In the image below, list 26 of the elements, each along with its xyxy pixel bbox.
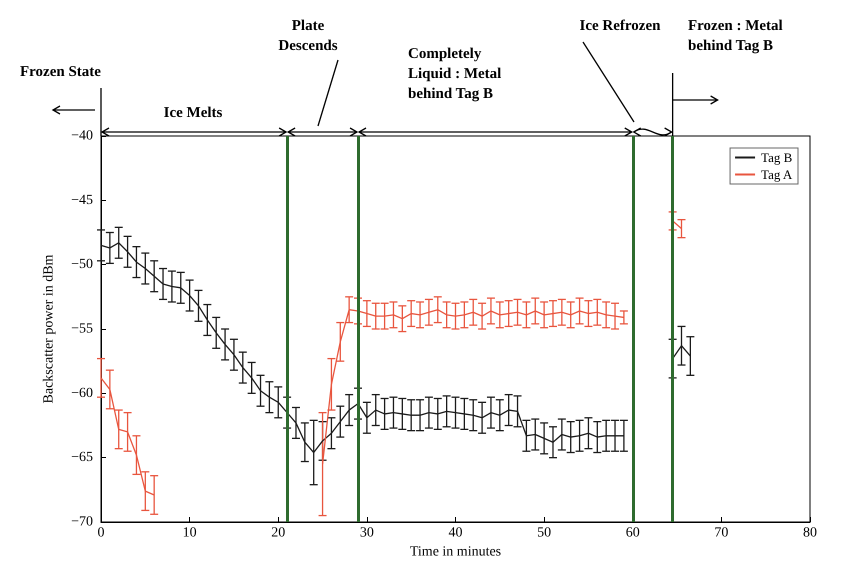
- text: Ice Melts: [164, 105, 223, 121]
- text: Plate Descends: [278, 18, 338, 54]
- y-axis-title: Backscatter power in dBm: [42, 254, 56, 404]
- text: Frozen State: [20, 64, 102, 80]
- y-tick-label: −55: [71, 322, 93, 336]
- x-tick-label: 0: [98, 526, 104, 540]
- x-tick-label: 30: [360, 526, 374, 540]
- text: Ice Refrozen: [580, 18, 662, 34]
- text: Frozen : Metal behind Tag B: [688, 18, 783, 54]
- y-tick-label: −50: [71, 257, 93, 272]
- y-tick-label: −65: [71, 450, 93, 466]
- x-tick-label: 60: [626, 526, 640, 540]
- x-tick-label: 20: [271, 526, 286, 540]
- y-tick-label: −70: [71, 514, 93, 530]
- x-tick-label: 80: [803, 526, 817, 540]
- x-tick-label: 40: [448, 526, 462, 540]
- y-tick-label: −60: [71, 386, 93, 401]
- x-axis-title: Time in minutes: [410, 544, 502, 560]
- x-tick-label: 50: [537, 526, 552, 540]
- x-tick-label: 70: [714, 526, 728, 540]
- legend-label: Tag A: [761, 167, 793, 182]
- legend-label: Tag B: [761, 150, 793, 165]
- text: Completely Liquid : Metal behind Tag B: [408, 46, 502, 102]
- y-tick-label: −45: [71, 192, 93, 208]
- x-tick-label: 10: [182, 526, 197, 540]
- y-tick-label: −40: [71, 128, 93, 144]
